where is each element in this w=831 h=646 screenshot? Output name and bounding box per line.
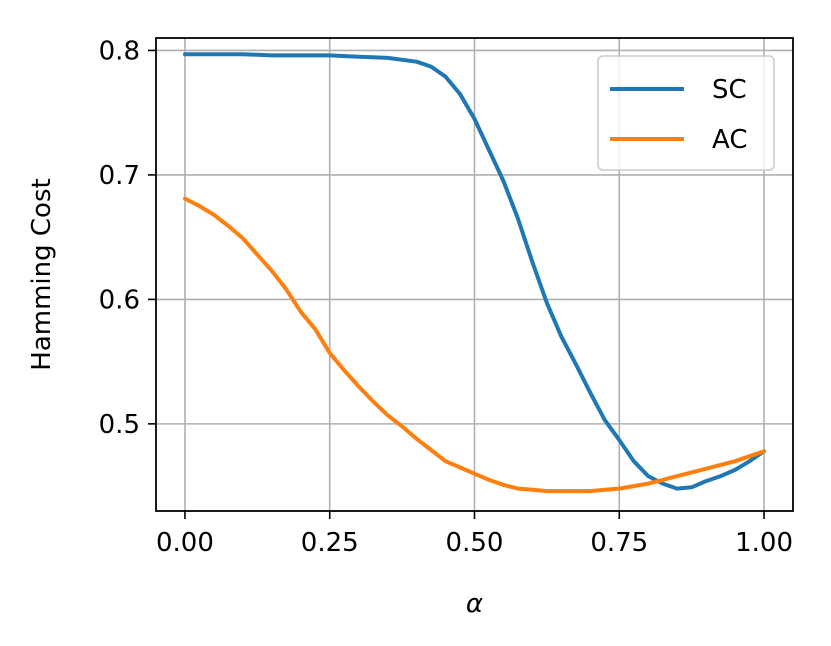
x-axis: 0.00 0.25 0.50 0.75 1.00: [156, 511, 793, 558]
legend-label-sc: SC: [712, 75, 747, 105]
legend: SC AC: [597, 55, 775, 171]
legend-label-ac: AC: [712, 125, 747, 155]
y-tick-label: 0.5: [99, 410, 140, 440]
x-axis-label: α: [466, 589, 483, 619]
y-axis: 0.5 0.6 0.7 0.8: [99, 36, 156, 440]
legend-box: [597, 55, 775, 171]
x-tick-label: 0.50: [446, 528, 504, 558]
y-tick-label: 0.7: [99, 161, 140, 191]
y-tick-label: 0.8: [99, 36, 140, 66]
x-tick-label: 0.75: [590, 528, 648, 558]
x-tick-label: 0.00: [156, 528, 214, 558]
y-axis-label: Hamming Cost: [27, 178, 57, 370]
x-tick-label: 0.25: [301, 528, 359, 558]
series-line-sc: [183, 52, 766, 491]
series-layer: [183, 52, 766, 494]
series-line-ac: [183, 196, 766, 494]
x-tick-label: 1.00: [735, 528, 793, 558]
y-tick-label: 0.6: [99, 285, 140, 315]
